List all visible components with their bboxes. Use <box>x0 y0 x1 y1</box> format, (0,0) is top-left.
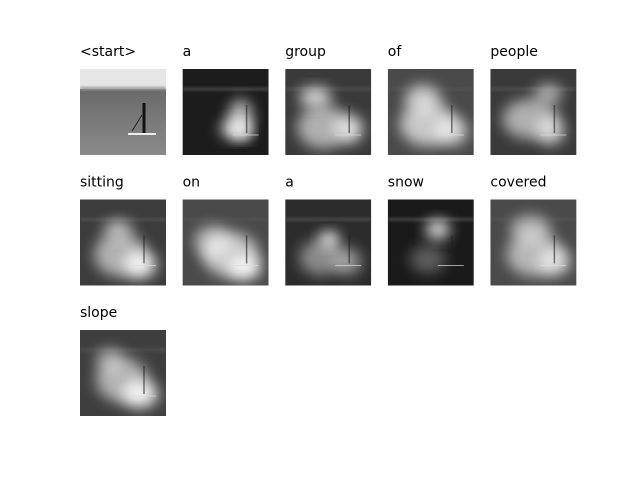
attention-map <box>80 199 166 286</box>
paddle <box>131 114 143 132</box>
caption-word: people <box>490 44 537 60</box>
caption-word: slope <box>80 305 117 321</box>
caption-word: on <box>183 175 200 191</box>
sky <box>80 69 166 89</box>
attention-blob <box>234 123 251 139</box>
attention-blob <box>425 219 450 240</box>
attention-blob <box>333 247 362 276</box>
attention-blob <box>409 245 446 274</box>
attention-blob <box>122 380 158 408</box>
caption-word: of <box>388 44 403 60</box>
map-background <box>182 69 269 155</box>
horizon <box>490 87 577 91</box>
attention-map <box>182 199 269 286</box>
attention-map <box>80 330 166 416</box>
horizon <box>182 217 269 222</box>
attention-blob <box>297 105 350 149</box>
horizon <box>80 348 166 352</box>
horizon <box>80 217 166 222</box>
caption-word: sitting <box>80 175 124 191</box>
attention-map <box>387 199 474 286</box>
attention-map <box>285 69 372 155</box>
attention-blob <box>536 117 565 145</box>
attention-blob <box>228 255 261 280</box>
attention-map <box>387 69 474 155</box>
caption-word: <start> <box>80 44 136 60</box>
caption-word: snow <box>388 175 424 191</box>
caption-word: covered <box>490 175 546 191</box>
attention-map <box>285 199 372 286</box>
attention-map <box>182 69 269 155</box>
shore <box>80 87 166 90</box>
horizon <box>387 217 474 222</box>
attention-blob <box>534 84 563 104</box>
caption-word: a <box>183 44 192 60</box>
sea <box>80 89 166 155</box>
attention-map <box>490 199 577 286</box>
horizon <box>285 87 372 91</box>
attention-blob <box>299 239 344 276</box>
caption-word: a <box>285 175 294 191</box>
attention-map <box>490 69 577 155</box>
attention-blob <box>299 87 332 107</box>
caption-word: group <box>285 44 326 60</box>
photo <box>80 69 166 155</box>
attention-blob <box>124 250 156 279</box>
horizon <box>182 87 269 91</box>
horizon <box>285 217 372 222</box>
